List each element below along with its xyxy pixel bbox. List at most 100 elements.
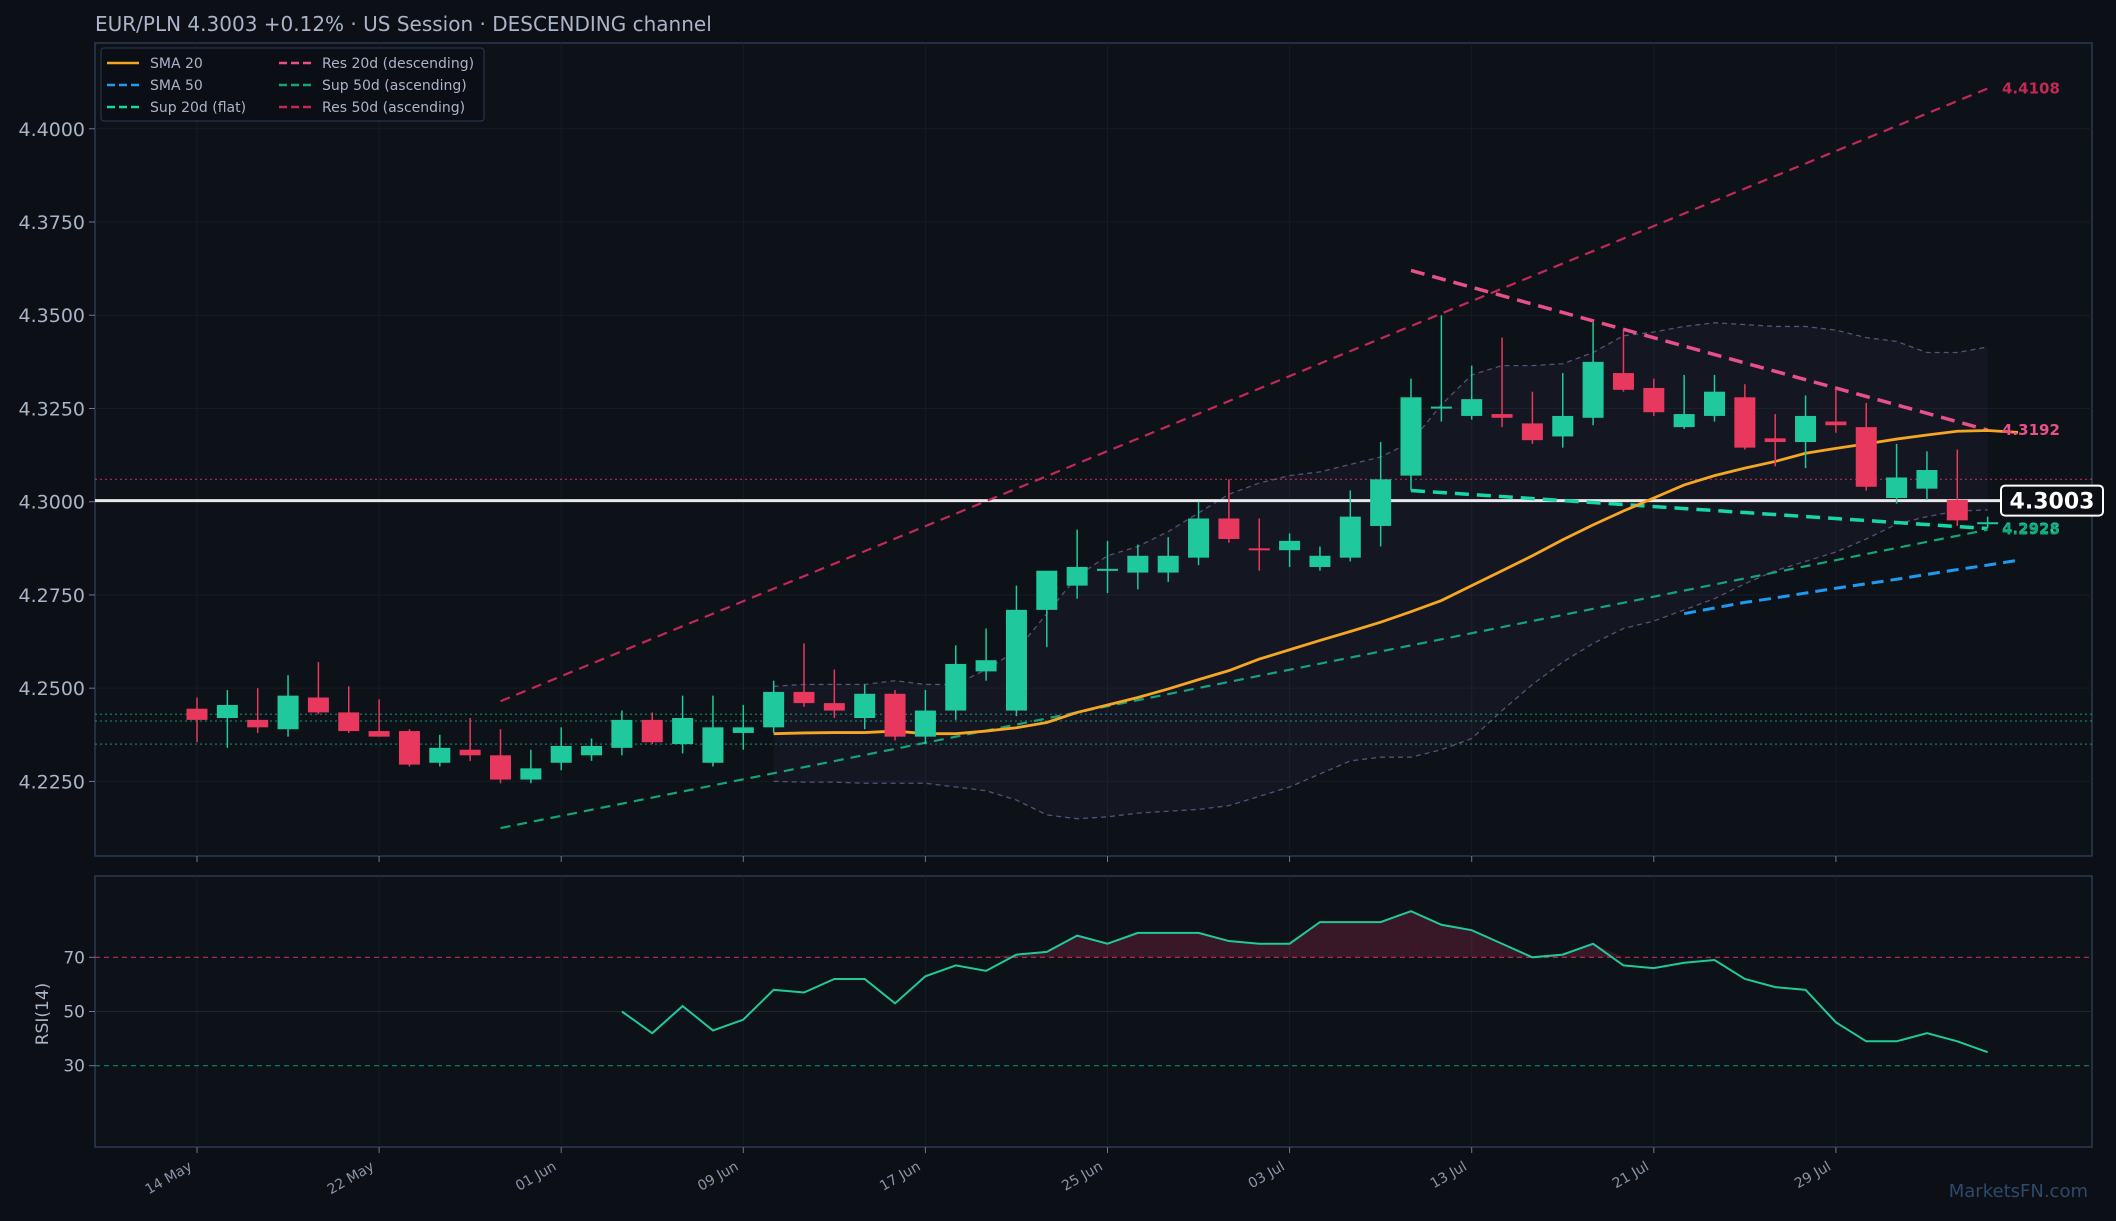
trend-line — [1410, 488, 1988, 531]
candle-body — [1309, 555, 1331, 567]
right-level-label: 4.2928 — [2002, 520, 2060, 538]
price-panel: 4.2250 4.2500 4.2750 4.3000 4.3250 4.3500 4.37… — [19, 42, 2104, 857]
candle-body — [1370, 479, 1392, 526]
candle-body — [490, 755, 511, 780]
candle-body — [1248, 548, 1270, 551]
trend-line — [1410, 268, 1989, 432]
candle-body — [763, 691, 785, 728]
candle-body — [1400, 397, 1422, 476]
y-tick-label: 4.3000 — [19, 492, 85, 514]
candle-body — [1430, 406, 1452, 409]
candle-body — [1734, 397, 1756, 448]
y-tick-label: 4.4000 — [19, 119, 85, 141]
legend-label: Res 20d (descending) — [322, 56, 474, 72]
candle-body — [520, 768, 542, 780]
rsi-panel: 30 50 70 — [63, 875, 2093, 1148]
candle-body — [672, 718, 694, 745]
watermark: MarketsFN.com — [1949, 1181, 2088, 1202]
candle-body — [1825, 421, 1847, 426]
candle-body — [1643, 387, 1665, 413]
candle-body — [1612, 373, 1634, 390]
rsi-tick-label: 30 — [63, 1057, 85, 1077]
rsi-tick-label: 50 — [63, 1003, 85, 1023]
candle-body — [459, 749, 481, 756]
legend-label: Sup 50d (ascending) — [322, 78, 467, 94]
right-level-label: 4.4108 — [2002, 79, 2060, 97]
candle-body — [884, 693, 906, 737]
candle-body — [1946, 499, 1968, 521]
candle-body — [1977, 522, 1999, 525]
candle-body — [1461, 399, 1483, 416]
candle-body — [1582, 361, 1604, 418]
candle-body — [702, 727, 724, 763]
price-panel-frame — [94, 42, 2093, 857]
candle-body — [1521, 423, 1543, 441]
y-tick-label: 4.3500 — [19, 305, 85, 327]
candle-body — [1552, 415, 1574, 437]
legend-label: Sup 20d (flat) — [150, 100, 246, 116]
candle-body — [611, 719, 633, 748]
rsi-tick-label: 70 — [63, 948, 85, 968]
y-tick-label: 4.2750 — [19, 585, 85, 607]
trend-line — [500, 528, 1988, 830]
sma20-line — [773, 429, 2019, 736]
chart-title: EUR/PLN 4.3003 +0.12% · US Session · DES… — [95, 12, 712, 36]
legend-label: Res 50d (ascending) — [322, 100, 465, 116]
candle-body — [975, 660, 997, 672]
candle-body — [1491, 414, 1513, 418]
trend-line — [500, 87, 1989, 703]
candle-body — [368, 731, 390, 737]
candle-body — [1855, 427, 1877, 487]
candle-body — [1005, 609, 1027, 711]
candle-body — [186, 708, 208, 720]
bollinger-lower — [773, 509, 1988, 820]
candle-body — [793, 691, 815, 704]
candle-body — [823, 703, 845, 711]
candle-body — [641, 719, 663, 743]
right-level-label: 4.2925 — [2002, 521, 2060, 539]
candle-body — [1188, 518, 1210, 558]
candle-body — [1036, 570, 1058, 610]
candle-body — [1097, 568, 1118, 571]
candle-body — [216, 704, 238, 719]
rsi-overbought-fill — [621, 911, 1988, 958]
candle-body — [1795, 415, 1817, 443]
candle-body — [1127, 555, 1149, 573]
candle-body — [307, 697, 329, 713]
candle-body — [854, 693, 876, 719]
candle-body — [1704, 391, 1725, 416]
candle-body — [1066, 566, 1088, 586]
rsi-ylabel: RSI(14) — [33, 983, 53, 1046]
candle-body — [1886, 477, 1908, 498]
y-tick-label: 4.3750 — [19, 212, 85, 234]
candle-body — [945, 663, 967, 711]
right-level-label: 4.3192 — [2002, 421, 2060, 439]
candle-body — [581, 745, 603, 756]
legend-label: SMA 20 — [150, 56, 203, 72]
y-tick-label: 4.3250 — [19, 398, 85, 420]
bollinger-band-fill — [773, 322, 1988, 819]
legend-label: SMA 50 — [150, 78, 203, 94]
candle-body — [429, 747, 451, 763]
candle-body — [247, 719, 269, 728]
price-tag: 4.3003 — [2010, 490, 2095, 515]
legend: SMA 20 SMA 50 Sup 20d (flat) Res 20d (desce… — [100, 47, 485, 122]
candle-body — [277, 695, 299, 730]
candle-body — [1673, 414, 1695, 428]
candle-body — [550, 745, 572, 763]
candle-body — [1157, 555, 1179, 573]
price-tag-box — [2000, 484, 2104, 517]
candle-body — [1764, 438, 1786, 443]
candle-body — [914, 710, 936, 737]
candle-body — [398, 731, 420, 765]
candle-body — [1279, 540, 1301, 551]
rsi-line — [621, 910, 1988, 1054]
candle-body — [732, 727, 754, 733]
candle-body — [1916, 470, 1938, 489]
candle-body — [1339, 516, 1361, 558]
candle-body — [1218, 518, 1240, 540]
y-tick-label: 4.2250 — [19, 771, 85, 793]
y-tick-label: 4.2500 — [19, 678, 85, 700]
